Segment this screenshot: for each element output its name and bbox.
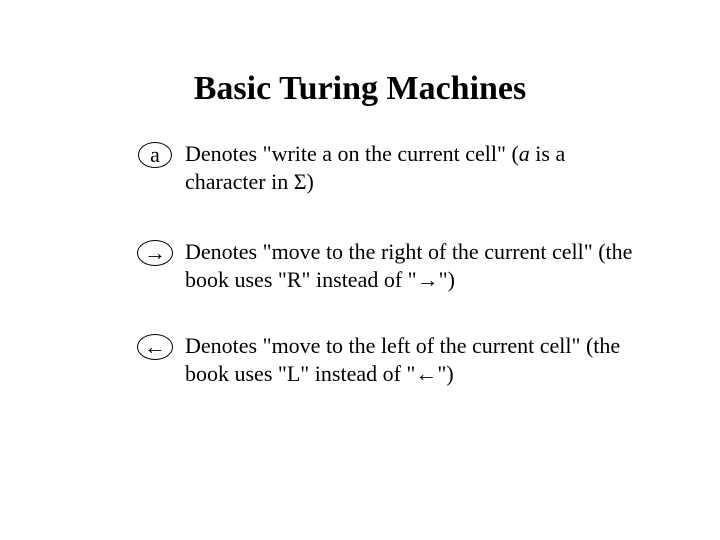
symbol-wrap: ← — [125, 332, 185, 360]
text-part: Denotes "write a on the current cell" ( — [185, 141, 519, 166]
text-part: ) — [307, 169, 314, 194]
symbol-wrap: → — [125, 238, 185, 266]
definition-text: Denotes "move to the left of the current… — [185, 332, 645, 387]
left-arrow-icon: ← — [144, 336, 166, 358]
right-arrow-ellipse: → — [137, 240, 173, 266]
sigma-symbol: Σ — [294, 169, 307, 194]
symbol-a: a — [150, 144, 160, 166]
symbol-wrap: a — [125, 140, 185, 168]
page-title: Basic Turing Machines — [0, 70, 720, 108]
right-arrow-icon: → — [144, 242, 166, 264]
definition-text: Denotes "move to the right of the curren… — [185, 238, 645, 293]
write-symbol-ellipse: a — [138, 142, 172, 168]
definition-row: a Denotes "write a on the current cell" … — [125, 140, 645, 195]
italic-var: a — [519, 141, 530, 166]
definition-row: → Denotes "move to the right of the curr… — [125, 238, 645, 293]
left-arrow-ellipse: ← — [137, 334, 173, 360]
definition-text: Denotes "write a on the current cell" (a… — [185, 140, 645, 195]
definition-row: ← Denotes "move to the left of the curre… — [125, 332, 645, 387]
